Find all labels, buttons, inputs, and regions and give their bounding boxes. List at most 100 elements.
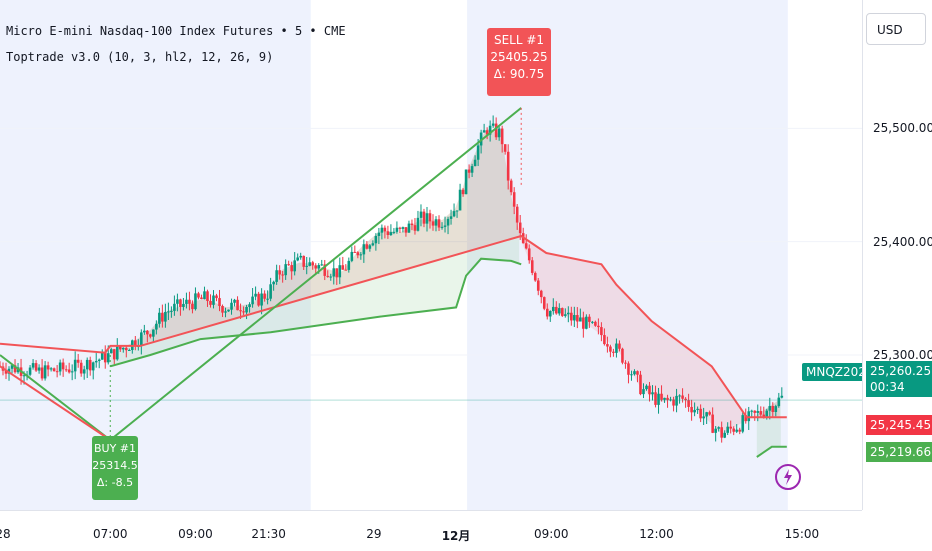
candle-body — [518, 222, 522, 234]
legend-title: Micro E-mini Nasdaq-100 Index Futures • … — [6, 24, 346, 38]
candle-body — [112, 349, 116, 360]
candle-body — [497, 128, 501, 138]
candle-body — [173, 303, 176, 311]
candle-body — [347, 260, 351, 270]
candle-body — [479, 132, 483, 146]
candle-body — [79, 362, 83, 374]
upper-band-price-tag: 25,245.45 — [866, 415, 932, 435]
candle-body — [720, 427, 723, 438]
candle-body — [94, 360, 98, 363]
price-tick-label: 25,500.00 — [873, 121, 932, 136]
lightning-icon[interactable] — [775, 464, 801, 490]
candle-body — [711, 414, 714, 433]
candle-body — [299, 255, 302, 258]
candle-body — [557, 308, 561, 314]
candle-body — [654, 392, 657, 405]
candle-body — [218, 298, 221, 306]
candle-body — [305, 265, 309, 267]
candle-body — [648, 385, 651, 395]
candle-body — [179, 299, 182, 307]
candle-body — [97, 359, 101, 361]
candle-body — [386, 231, 390, 236]
candle-body — [191, 303, 194, 310]
candle-body — [197, 293, 200, 298]
candle-body — [771, 406, 775, 412]
candle-body — [660, 393, 663, 400]
candle-body — [609, 346, 612, 352]
candle-body — [43, 365, 47, 379]
candle-body — [645, 385, 648, 390]
currency-selector[interactable]: USD — [866, 13, 926, 45]
time-tick-label: 09:00 — [533, 527, 569, 541]
candle-body — [287, 264, 290, 266]
candle-body — [200, 297, 203, 300]
candle-body — [70, 371, 74, 373]
candle-body — [161, 312, 164, 322]
resistance-line — [0, 234, 787, 419]
candle-body — [636, 371, 639, 375]
candle-body — [242, 311, 245, 313]
candle-body — [371, 243, 375, 246]
time-axis[interactable]: 28 07:00 09:00 21:30 29 12月 09:00 12:00 15:00 — [0, 510, 862, 551]
candle-body — [732, 428, 736, 432]
candle-body — [10, 365, 14, 369]
candle-body — [338, 265, 342, 278]
candle-body — [88, 359, 92, 371]
candle-body — [554, 306, 558, 314]
candle-body — [774, 406, 778, 412]
candle-body — [293, 260, 296, 272]
candle-body — [530, 260, 534, 273]
candle-body — [437, 219, 441, 228]
candle-body — [567, 312, 570, 315]
candle-body — [738, 429, 742, 432]
candle-body — [642, 389, 645, 395]
sell-signal-delta: Δ: 90.75 — [493, 67, 545, 81]
candle-body — [290, 265, 293, 272]
candle-body — [627, 363, 630, 375]
sell-trend-line — [0, 365, 111, 441]
candle-body — [124, 347, 128, 351]
candle-body — [73, 359, 77, 372]
candle-body — [663, 397, 666, 400]
candle-body — [536, 280, 540, 291]
candle-body — [726, 426, 729, 433]
lower-band-price-tag: 25,219.66 — [866, 442, 932, 462]
candle-body — [212, 295, 215, 305]
candle-body — [657, 393, 660, 405]
symbol-tag: MNQZ2025 — [802, 363, 878, 381]
candle-body — [106, 353, 110, 363]
candle-body — [395, 227, 399, 232]
candle-body — [368, 245, 372, 249]
candle-body — [13, 365, 17, 373]
candle-body — [633, 371, 636, 375]
candle-body — [413, 225, 417, 231]
candle-body — [194, 293, 197, 310]
candle-body — [332, 268, 336, 277]
candle-body — [31, 363, 35, 368]
candle-body — [458, 189, 462, 211]
candle-body — [624, 362, 627, 364]
candle-body — [146, 330, 149, 335]
candle-body — [434, 219, 438, 226]
candle-body — [40, 367, 44, 379]
candle-body — [278, 270, 281, 275]
chart-area[interactable]: Micro E-mini Nasdaq-100 Index Futures • … — [0, 0, 878, 510]
candle-body — [714, 428, 717, 433]
candle-body — [164, 311, 167, 322]
candlestick-chart[interactable] — [0, 0, 862, 510]
candle-body — [269, 284, 272, 299]
candle-body — [55, 371, 59, 373]
time-tick-label: 15:00 — [784, 527, 820, 541]
support-line — [110, 257, 522, 368]
candle-body — [419, 211, 423, 218]
candle-body — [350, 251, 354, 261]
candle-body — [209, 301, 212, 305]
candle-body — [67, 369, 71, 373]
candle-body — [176, 299, 179, 304]
candle-body — [509, 180, 513, 193]
candle-body — [753, 410, 757, 413]
candle-body — [579, 317, 582, 322]
candle-body — [407, 223, 411, 233]
candle-body — [777, 397, 781, 407]
candle-body — [470, 166, 474, 173]
